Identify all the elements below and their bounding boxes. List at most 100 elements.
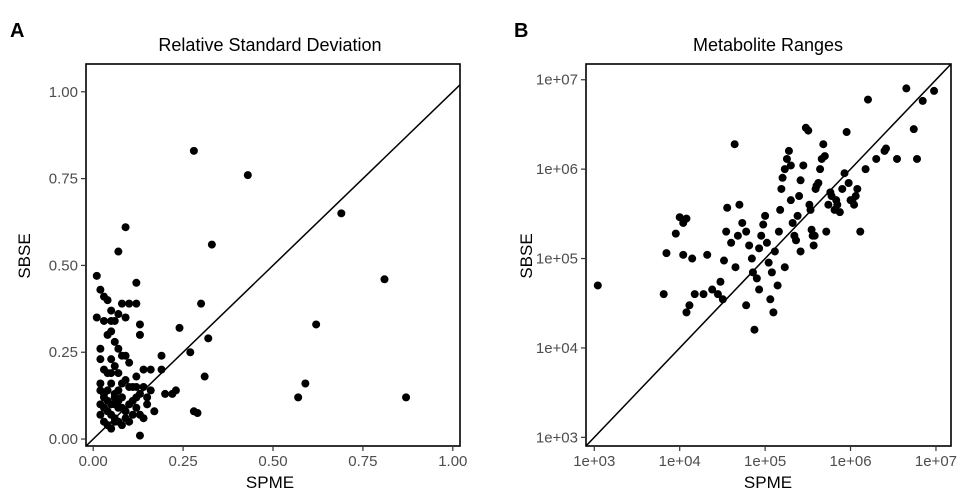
panel-a-data-point [125, 299, 134, 308]
panel-b-data-point [807, 225, 816, 234]
panel-a-data-point [139, 382, 148, 391]
panel-a-data-point [107, 306, 116, 315]
panel-a-x-tick-label: 1.00 [438, 453, 467, 470]
panel-a-x-tick-label: 0.50 [258, 453, 287, 470]
panel-b-data-point [835, 208, 844, 217]
panel-a-x-tick-label: 0.00 [79, 453, 108, 470]
panel-b-data-point [682, 214, 691, 223]
panel-b-data-point [757, 231, 766, 240]
panel-b-data-point [786, 196, 795, 205]
panel-a-data-point [301, 379, 310, 388]
panel-a-reference-line [86, 84, 460, 446]
panel-b-data-point [659, 290, 668, 299]
panel-b-data-point [752, 274, 761, 283]
panel-a-data-point [96, 355, 105, 364]
panel-a-data-point [143, 400, 152, 409]
panel-b-data-point [776, 205, 785, 214]
panel-a-data-point [117, 379, 126, 388]
panel-a-data-point [161, 389, 170, 398]
panel-b-data-point [850, 200, 859, 209]
panel-b-data-point [913, 154, 922, 163]
panel-b-data-point [782, 154, 791, 163]
panel-b-y-tick-label: 1e+03 [536, 429, 578, 446]
panel-b-data-point [675, 213, 684, 222]
panel-a-data-point [135, 330, 144, 339]
panel-b-data-point [713, 290, 722, 299]
panel-a-data-point [402, 393, 411, 402]
panel-b-data-point [688, 254, 697, 263]
panel-a-data-point [146, 365, 155, 374]
panel-b-data-point [748, 268, 757, 277]
panel-b-data-point [750, 325, 759, 334]
panel-a-data-point [132, 278, 141, 287]
panel-b-data-point [730, 140, 739, 149]
panel-a-data-point [96, 379, 105, 388]
panel-a-data-point [110, 362, 119, 371]
panel-a-y-tick-label: 0.00 [49, 431, 78, 448]
panel-b-data-point [795, 192, 804, 201]
panel-a-data-point [92, 271, 101, 280]
panel-a-x-axis-label: SPME [246, 473, 294, 492]
panel-a-data-point [96, 344, 105, 353]
panel-a-data-point [186, 348, 195, 357]
panel-b-data-point [773, 281, 782, 290]
panel-a-data-point [96, 285, 105, 294]
panel-b-frame [585, 63, 952, 447]
panel-b-data-point [856, 227, 865, 236]
panel-b-data-point [733, 231, 742, 240]
panel-a-data-point [243, 171, 252, 180]
panel-b-data-point [893, 154, 902, 163]
panel-b-data-point [722, 227, 731, 236]
panel-a-data-point [135, 320, 144, 329]
panel-b-data-point [780, 165, 789, 174]
panel-a-data-point [312, 320, 321, 329]
panel-b-data-point [820, 152, 829, 161]
panel-a-data-point [125, 358, 134, 367]
panel-b-letter: B [514, 20, 528, 42]
panel-a-data-point [157, 365, 166, 374]
panel-b-data-point [822, 227, 831, 236]
panel-a-plot-area: 0.00 0.25 0.50 0.75 1.00 0.00 0.25 0.50 0.75 1.00 [49, 63, 467, 470]
panel-b-x-tick-label: 1e+06 [829, 453, 871, 470]
panel-b-data-point [723, 203, 732, 212]
panel-a-data-point [139, 365, 148, 374]
panel-b-y-tick-label: 1e+07 [536, 72, 578, 89]
panel-a-y-axis-label: SBSE [15, 233, 34, 278]
panel-a-y-tick-label: 1.00 [49, 84, 78, 101]
panel-a-data-point [135, 431, 144, 440]
panel-b-data-point [816, 165, 825, 174]
panel-b-data-point [810, 231, 819, 240]
panel-a-data-point [121, 223, 130, 232]
panel-b-y-axis-label: SBSE [517, 233, 536, 278]
panel-b-data-point [593, 281, 602, 290]
panel-b-data-point [731, 263, 740, 272]
panel-b-data-point [762, 238, 771, 247]
panel-b-data-point [792, 236, 801, 245]
panel-a-data-point [146, 386, 155, 395]
panel-a-data-point [107, 379, 116, 388]
panel-a-data-point [114, 344, 123, 353]
panel-b-data-point [738, 218, 747, 227]
panel-a-data-point [117, 351, 126, 360]
panel-b-data-point [863, 95, 872, 104]
panel-b-x-tick-label: 1e+07 [915, 453, 957, 470]
panel-a-data-point [380, 275, 389, 284]
panel-b-data-point [679, 250, 688, 259]
panel-a-title: Relative Standard Deviation [158, 35, 381, 55]
panel-a-data-point [103, 296, 112, 305]
panel-b-data-point [742, 227, 751, 236]
panel-a-data-point [121, 407, 130, 416]
panel-b-data-point [842, 128, 851, 137]
panel-a-data-point [157, 351, 166, 360]
panel-a-data-point [99, 316, 108, 325]
panel-b-x-tick-label: 1e+03 [573, 453, 615, 470]
panel-a-data-point [92, 313, 101, 322]
panel-b-data-point [778, 173, 787, 182]
panel-b-title: Metabolite Ranges [693, 35, 843, 55]
panel-b-data-point [784, 146, 793, 155]
panel-a-data-point [117, 421, 126, 430]
panel-a-y-tick-label: 0.75 [49, 171, 78, 188]
panel-b-data-point [662, 249, 671, 258]
panel-a-data-point [96, 400, 105, 409]
